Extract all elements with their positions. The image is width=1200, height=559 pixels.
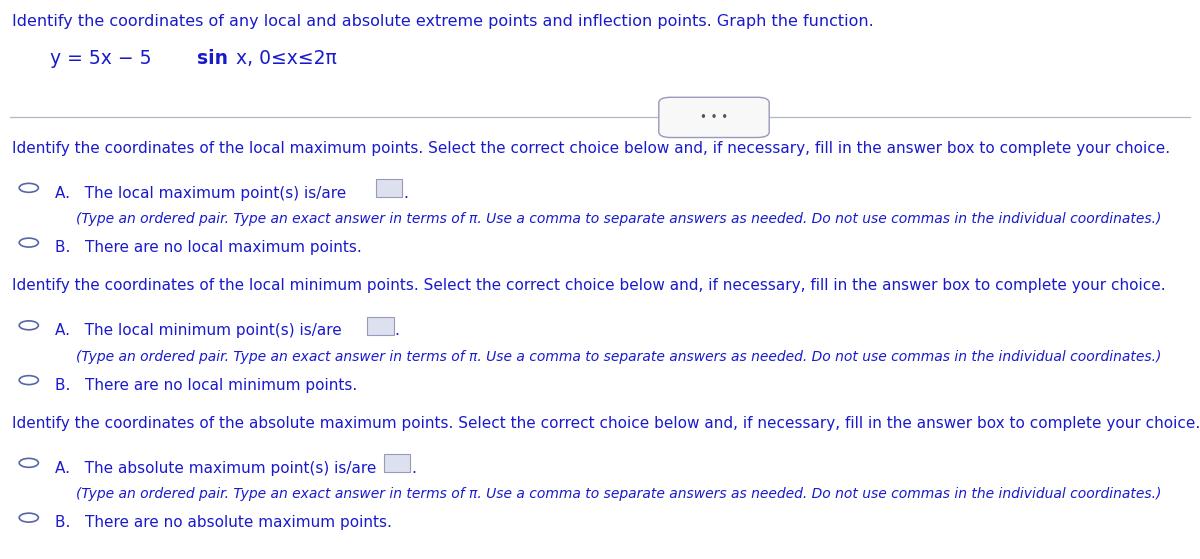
- Text: Identify the coordinates of the local maximum points. Select the correct choice : Identify the coordinates of the local ma…: [12, 141, 1170, 156]
- Text: B.   There are no local maximum points.: B. There are no local maximum points.: [55, 240, 362, 255]
- Text: .: .: [395, 323, 400, 338]
- Text: B.   There are no local minimum points.: B. There are no local minimum points.: [55, 378, 358, 393]
- FancyBboxPatch shape: [367, 317, 394, 335]
- Text: Identify the coordinates of any local and absolute extreme points and inflection: Identify the coordinates of any local an…: [12, 14, 874, 29]
- FancyBboxPatch shape: [384, 454, 410, 472]
- Circle shape: [19, 458, 38, 467]
- Text: A.   The absolute maximum point(s) is/are: A. The absolute maximum point(s) is/are: [55, 461, 382, 476]
- Text: x, 0≤x≤2π: x, 0≤x≤2π: [236, 49, 337, 68]
- Text: .: .: [403, 186, 408, 201]
- Circle shape: [19, 321, 38, 330]
- Text: sin: sin: [197, 49, 228, 68]
- Text: A.   The local maximum point(s) is/are: A. The local maximum point(s) is/are: [55, 186, 352, 201]
- Circle shape: [19, 183, 38, 192]
- Text: Identify the coordinates of the absolute maximum points. Select the correct choi: Identify the coordinates of the absolute…: [12, 416, 1200, 431]
- Circle shape: [19, 376, 38, 385]
- FancyBboxPatch shape: [376, 179, 402, 197]
- Circle shape: [19, 238, 38, 247]
- Text: Identify the coordinates of the local minimum points. Select the correct choice : Identify the coordinates of the local mi…: [12, 278, 1165, 293]
- FancyBboxPatch shape: [659, 97, 769, 138]
- Text: A.   The local minimum point(s) is/are: A. The local minimum point(s) is/are: [55, 323, 347, 338]
- Text: (Type an ordered pair. Type an exact answer in terms of π. Use a comma to separa: (Type an ordered pair. Type an exact ans…: [76, 212, 1160, 226]
- Text: • • •: • • •: [700, 111, 728, 124]
- Text: (Type an ordered pair. Type an exact answer in terms of π. Use a comma to separa: (Type an ordered pair. Type an exact ans…: [76, 350, 1160, 364]
- Text: y = 5x − 5: y = 5x − 5: [50, 49, 158, 68]
- Text: (Type an ordered pair. Type an exact answer in terms of π. Use a comma to separa: (Type an ordered pair. Type an exact ans…: [76, 487, 1160, 501]
- Text: .: .: [412, 461, 416, 476]
- Circle shape: [19, 513, 38, 522]
- Text: B.   There are no absolute maximum points.: B. There are no absolute maximum points.: [55, 515, 392, 530]
